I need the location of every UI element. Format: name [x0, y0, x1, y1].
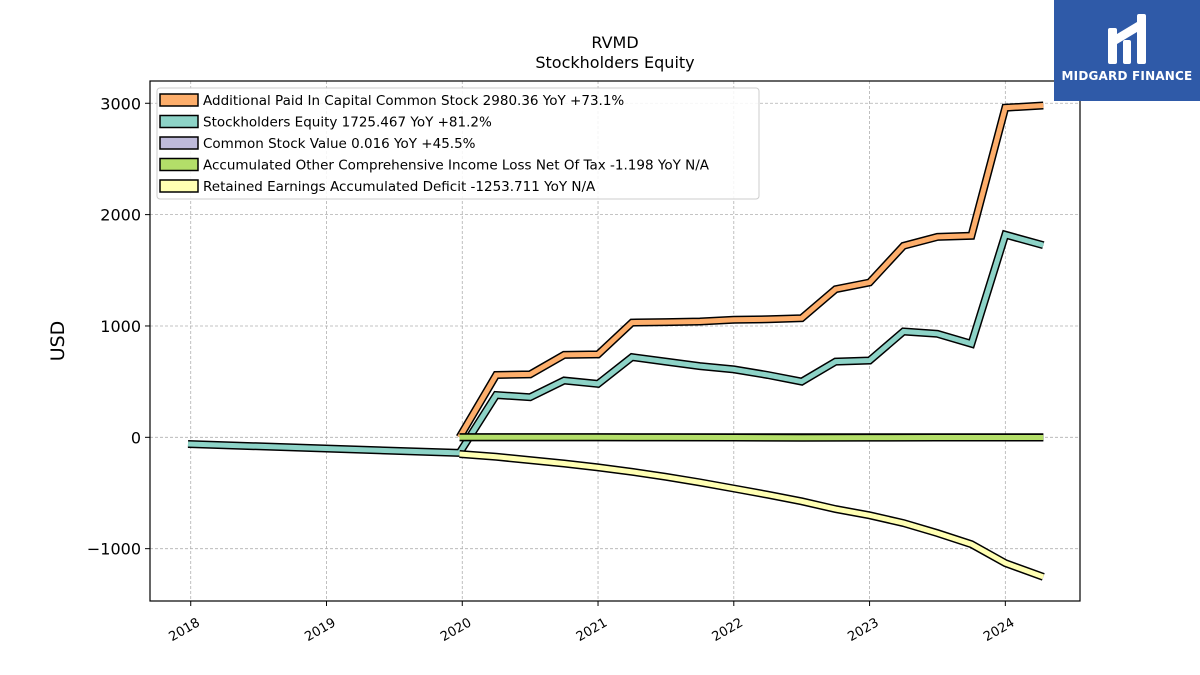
y-axis-label: USD	[47, 321, 69, 362]
legend-swatch	[159, 157, 199, 172]
x-tick-label: 2024	[981, 615, 1017, 645]
legend-label: Stockholders Equity 1725.467 YoY +81.2%	[203, 115, 492, 131]
brand-logo: MIDGARD FINANCE	[1054, 0, 1200, 101]
legend-label: Accumulated Other Comprehensive Income L…	[203, 158, 710, 174]
series-line	[187, 231, 1044, 456]
series-line	[457, 103, 1044, 439]
legend-label: Common Stock Value 0.016 YoY +45.5%	[203, 136, 476, 152]
legend-label: Retained Earnings Accumulated Deficit -1…	[203, 179, 596, 195]
series-line-outline	[187, 229, 1045, 457]
x-axis: 2018 2019 2020 2021 2022 2023 2024	[167, 601, 1017, 645]
legend-box	[156, 87, 760, 200]
series-line-outline	[459, 450, 1045, 581]
brand-name: MIDGARD FINANCE	[1061, 69, 1193, 83]
legend: Additional Paid In Capital Common Stock …	[156, 87, 760, 200]
series-line	[459, 451, 1045, 580]
x-tick-label: 2019	[302, 615, 338, 645]
x-tick-label: 2021	[574, 615, 610, 645]
series-4	[459, 450, 1045, 581]
legend-swatch	[159, 114, 199, 129]
y-tick-label: 0	[131, 428, 141, 447]
y-axis: 3000 2000 1000 0 −1000	[87, 94, 150, 559]
legend-label: Additional Paid In Capital Common Stock …	[203, 93, 624, 109]
plot-area	[149, 80, 1081, 602]
x-tick-label: 2023	[845, 615, 881, 645]
series-layer	[187, 101, 1045, 581]
series-1	[187, 229, 1045, 457]
x-tick-label: 2020	[438, 615, 474, 645]
legend-swatch	[159, 93, 199, 107]
chart-title: RVMD	[591, 33, 638, 52]
y-tick-label: 2000	[100, 206, 141, 225]
legend-swatch	[159, 136, 199, 150]
y-tick-label: 3000	[100, 94, 141, 113]
chart-subtitle: Stockholders Equity	[535, 53, 694, 72]
x-tick-label: 2018	[167, 615, 203, 645]
x-tick-label: 2022	[710, 615, 746, 645]
series-0	[456, 101, 1044, 440]
y-tick-label: 1000	[100, 317, 141, 336]
brand-mark-icon	[1108, 14, 1146, 64]
legend-swatch	[159, 179, 199, 193]
y-tick-label: −1000	[87, 540, 141, 559]
